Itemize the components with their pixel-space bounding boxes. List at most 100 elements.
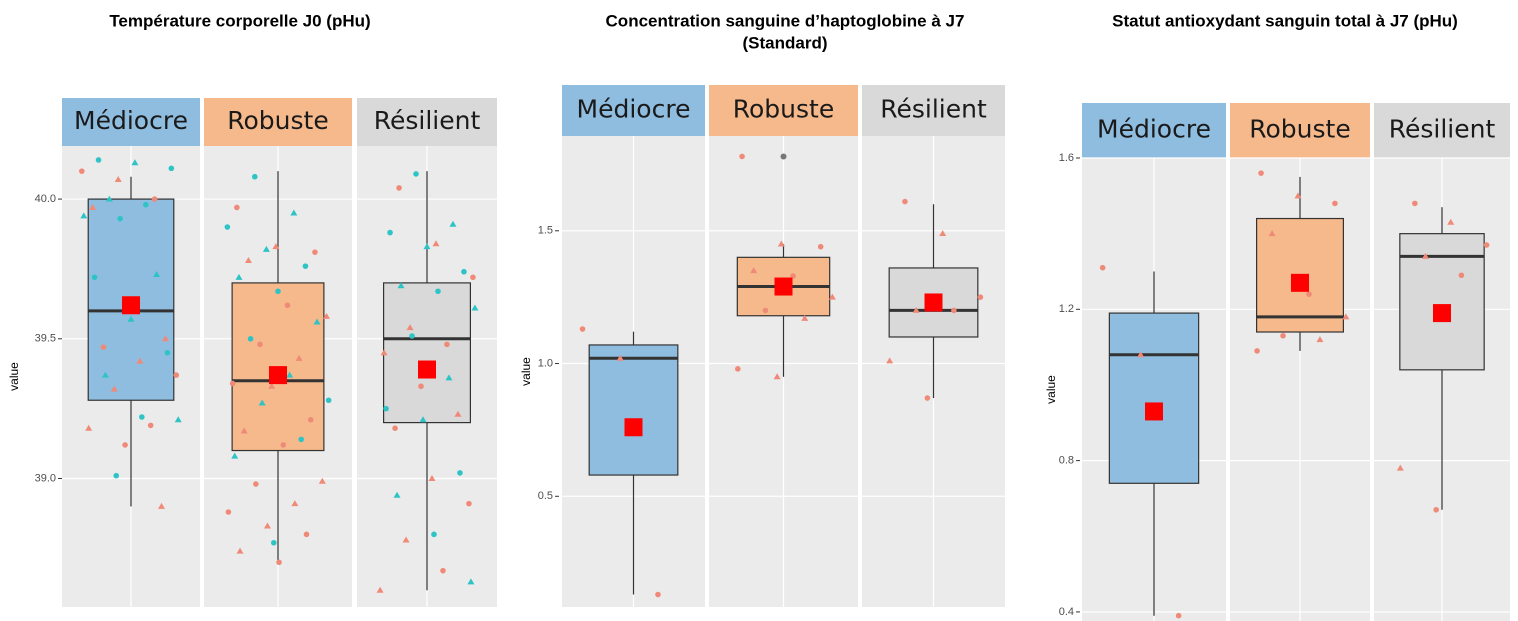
data-point bbox=[762, 307, 769, 314]
data-point bbox=[307, 417, 314, 423]
chart-title: Statut antioxydant sanguin total à J7 (p… bbox=[1112, 11, 1458, 30]
data-point bbox=[655, 591, 661, 598]
data-point bbox=[750, 267, 758, 274]
data-point bbox=[276, 559, 282, 566]
data-point bbox=[89, 203, 97, 210]
data-point bbox=[234, 204, 240, 211]
chart-title: Température corporelle J0 (pHu) bbox=[109, 11, 370, 30]
data-point bbox=[939, 229, 947, 236]
data-point bbox=[396, 185, 402, 191]
y-tick-label: 1.5 bbox=[538, 225, 553, 237]
strip-label: Robuste bbox=[733, 95, 834, 124]
y-tick-label: 1.0 bbox=[538, 357, 553, 369]
mean-marker bbox=[924, 293, 943, 312]
data-point bbox=[444, 341, 450, 348]
data-point bbox=[380, 349, 388, 356]
data-point bbox=[449, 220, 457, 227]
data-point bbox=[466, 500, 472, 507]
data-point bbox=[1458, 272, 1465, 279]
data-point bbox=[1412, 200, 1418, 207]
data-point bbox=[454, 410, 462, 417]
data-point bbox=[270, 539, 277, 546]
facet-strip bbox=[862, 85, 1005, 136]
data-point bbox=[131, 159, 139, 166]
chart-title: Concentration sanguine d’haptoglobine à … bbox=[606, 11, 965, 30]
data-point bbox=[1099, 264, 1106, 271]
data-point bbox=[236, 547, 244, 554]
facet-strip bbox=[62, 98, 200, 146]
y-axis-label: value bbox=[519, 357, 533, 386]
mean-marker bbox=[269, 366, 287, 385]
data-point bbox=[161, 335, 169, 342]
data-point bbox=[280, 442, 287, 448]
data-point bbox=[1396, 464, 1404, 471]
data-point bbox=[272, 243, 280, 250]
data-point bbox=[1306, 291, 1312, 297]
data-point bbox=[224, 224, 231, 230]
data-point bbox=[251, 173, 258, 180]
data-point bbox=[323, 312, 331, 319]
data-point bbox=[142, 201, 149, 208]
data-point bbox=[284, 302, 291, 309]
data-point bbox=[790, 273, 796, 279]
data-point bbox=[886, 357, 894, 364]
data-point bbox=[1258, 170, 1264, 176]
y-axis-label: value bbox=[7, 362, 21, 391]
data-point bbox=[801, 314, 809, 321]
data-point bbox=[312, 249, 318, 255]
data-point bbox=[413, 171, 419, 177]
facet-strip bbox=[709, 85, 858, 136]
data-point bbox=[263, 522, 271, 529]
data-point bbox=[240, 427, 248, 434]
data-point bbox=[298, 436, 305, 443]
data-point bbox=[1447, 218, 1455, 225]
data-point bbox=[828, 293, 836, 300]
data-point bbox=[912, 306, 920, 313]
data-point bbox=[409, 333, 415, 339]
data-point bbox=[290, 209, 298, 216]
data-point bbox=[313, 318, 321, 325]
data-point bbox=[113, 472, 120, 479]
y-tick-label: 39.0 bbox=[35, 472, 56, 484]
data-point bbox=[100, 344, 107, 350]
data-point bbox=[286, 371, 294, 378]
data-point bbox=[79, 168, 85, 174]
strip-label: Médiocre bbox=[1097, 115, 1211, 144]
data-point bbox=[440, 567, 446, 574]
data-point bbox=[777, 240, 785, 247]
data-point bbox=[247, 335, 254, 342]
data-point bbox=[457, 470, 463, 476]
data-point bbox=[158, 502, 166, 509]
data-point bbox=[262, 245, 270, 252]
data-point bbox=[735, 366, 741, 372]
data-point bbox=[325, 397, 332, 404]
data-point bbox=[253, 481, 259, 487]
data-point bbox=[616, 354, 624, 361]
data-point bbox=[318, 477, 326, 484]
data-point bbox=[168, 165, 175, 172]
data-point bbox=[773, 373, 781, 380]
data-point bbox=[153, 271, 161, 278]
box bbox=[383, 282, 472, 424]
data-point bbox=[117, 215, 123, 222]
data-point bbox=[470, 274, 476, 281]
y-tick-label: 1.2 bbox=[1059, 303, 1074, 315]
data-point bbox=[173, 372, 180, 378]
strip-label: Robuste bbox=[1249, 115, 1350, 144]
box bbox=[1399, 233, 1485, 371]
data-point bbox=[1175, 612, 1182, 619]
data-point bbox=[229, 380, 236, 387]
data-point bbox=[393, 491, 401, 498]
chart-title: (Standard) bbox=[743, 33, 828, 52]
data-point bbox=[235, 273, 243, 280]
data-point bbox=[1254, 348, 1260, 354]
box bbox=[1255, 217, 1344, 333]
outlier bbox=[780, 153, 787, 160]
data-point bbox=[225, 509, 232, 515]
data-point bbox=[376, 586, 384, 593]
data-point bbox=[91, 274, 98, 281]
data-point bbox=[951, 307, 957, 314]
y-axis-label: value bbox=[1044, 375, 1058, 404]
